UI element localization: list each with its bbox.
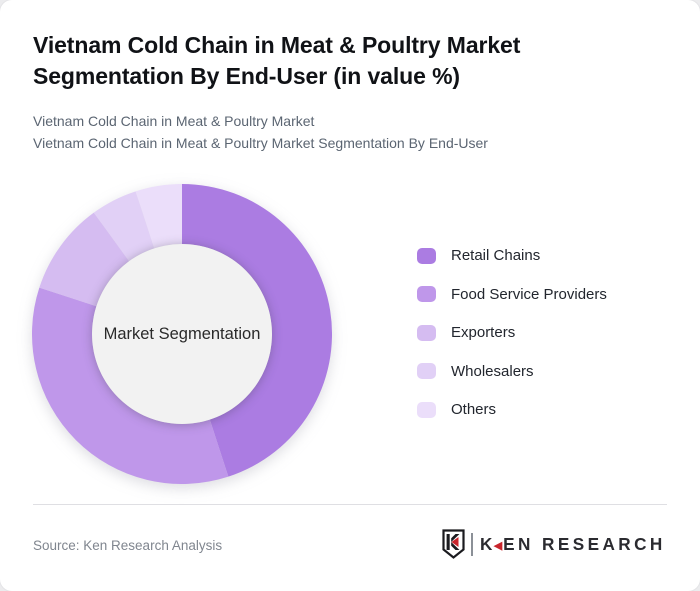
page-title: Vietnam Cold Chain in Meat & Poultry Mar…: [33, 32, 521, 89]
legend-label: Others: [451, 401, 497, 418]
chart-subtitle: Vietnam Cold Chain in Meat & Poultry Mar…: [33, 111, 653, 154]
donut-center-label: Market Segmentation: [103, 324, 261, 343]
footer-divider: [33, 504, 667, 505]
logo-separator: [470, 532, 473, 556]
legend-swatch-icon: [417, 247, 436, 264]
legend-item-exporters: Exporters: [417, 324, 607, 341]
subtitle-line-1: Vietnam Cold Chain in Meat & Poultry Mar…: [33, 113, 315, 129]
legend-swatch-icon: [417, 286, 436, 302]
legend-label: Wholesalers: [451, 362, 534, 380]
legend-item-others: Others: [417, 401, 607, 418]
donut-center-circle: Market Segmentation: [92, 244, 272, 424]
ken-research-logo: K◀EN RESEARCH: [441, 529, 670, 559]
legend-item-retail-chains: Retail Chains: [417, 247, 607, 264]
donut-segment-retail-chains: [182, 184, 332, 477]
donut-chart: Market Segmentation: [32, 184, 332, 484]
legend-item-wholesalers: Wholesalers: [417, 363, 607, 380]
donut-segment-wholesalers: [93, 191, 155, 262]
chart-legend: Retail Chains Food Service Providers Exp…: [417, 247, 607, 440]
legend-swatch-icon: [417, 363, 436, 379]
subtitle-line-2: Vietnam Cold Chain in Meat & Poultry Mar…: [33, 134, 488, 151]
legend-swatch-icon: [417, 401, 436, 418]
donut-chart-svg: [32, 184, 332, 484]
red-triangle-icon: ◀: [493, 539, 502, 552]
legend-label: Exporters: [451, 324, 516, 341]
donut-segment-others: [135, 184, 182, 249]
logo-wordmark: K◀EN RESEARCH: [479, 533, 666, 554]
legend-label: Food Service Providers: [451, 285, 607, 303]
legend-swatch-icon: [417, 324, 436, 341]
legend-item-food-service-providers: Food Service Providers: [417, 286, 607, 303]
legend-label: Retail Chains: [451, 247, 541, 264]
source-note: Source: Ken Research Analysis: [33, 538, 223, 553]
donut-segment-food-service-providers: [32, 287, 229, 484]
ken-research-shield-icon: [441, 529, 465, 559]
